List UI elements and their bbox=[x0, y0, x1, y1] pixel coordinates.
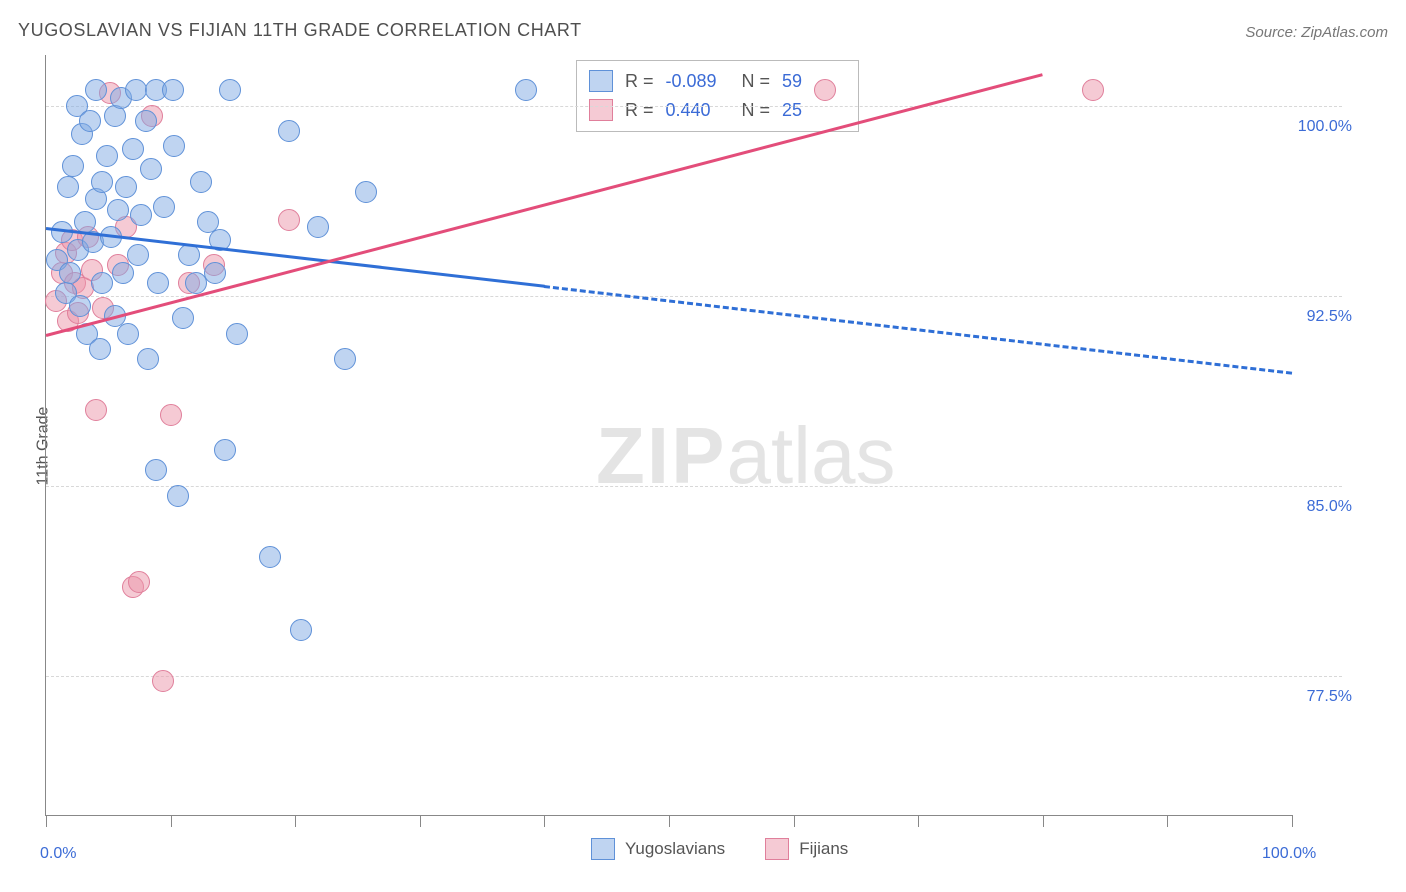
x-tick-label: 100.0% bbox=[1262, 845, 1316, 863]
fijians-point bbox=[1082, 79, 1104, 101]
yugoslavians-point bbox=[96, 145, 118, 167]
yugoslavians-point bbox=[91, 171, 113, 193]
gridline bbox=[46, 296, 1342, 297]
yugoslavians-point bbox=[89, 338, 111, 360]
yugoslavians-point bbox=[127, 244, 149, 266]
yugoslavians-point bbox=[214, 439, 236, 461]
yugoslavians-point bbox=[190, 171, 212, 193]
yugoslavians-point bbox=[69, 295, 91, 317]
yugoslavians-point bbox=[162, 79, 184, 101]
legend-swatch bbox=[589, 70, 613, 92]
legend-n-label: N = bbox=[742, 67, 771, 96]
legend-row-fijians: R = 0.440 N = 25 bbox=[589, 96, 846, 125]
gridline bbox=[46, 676, 1342, 677]
x-tick bbox=[1167, 815, 1168, 827]
yugoslavians-point bbox=[147, 272, 169, 294]
legend-item-fijians: Fijians bbox=[765, 838, 848, 860]
x-tick-label: 0.0% bbox=[40, 845, 76, 863]
yugoslavians-point bbox=[334, 348, 356, 370]
yugoslavians-point bbox=[226, 323, 248, 345]
yugoslavians-point bbox=[135, 110, 157, 132]
yugoslavians-point bbox=[115, 176, 137, 198]
y-tick-label: 100.0% bbox=[1298, 118, 1352, 136]
legend-swatch bbox=[591, 838, 615, 860]
gridline bbox=[46, 486, 1342, 487]
yugoslavians-point bbox=[259, 546, 281, 568]
yugoslavians-point bbox=[79, 110, 101, 132]
fijians-point bbox=[85, 399, 107, 421]
x-tick bbox=[46, 815, 47, 827]
source-label: Source: ZipAtlas.com bbox=[1245, 24, 1388, 41]
legend-label: Yugoslavians bbox=[625, 839, 725, 859]
legend-n-label: N = bbox=[742, 96, 771, 125]
yugoslavians-point bbox=[125, 79, 147, 101]
yugoslavians-point bbox=[137, 348, 159, 370]
legend-swatch bbox=[765, 838, 789, 860]
x-tick bbox=[1292, 815, 1293, 827]
yugoslavians-point bbox=[355, 181, 377, 203]
yugoslavians-point bbox=[130, 204, 152, 226]
x-tick bbox=[669, 815, 670, 827]
legend-row-yugoslavians: R =-0.089N =59 bbox=[589, 67, 846, 96]
x-tick bbox=[544, 815, 545, 827]
yugoslavians-point bbox=[515, 79, 537, 101]
yugoslavians-point bbox=[185, 272, 207, 294]
legend-item-yugoslavians: Yugoslavians bbox=[591, 838, 725, 860]
yugoslavians-point bbox=[219, 79, 241, 101]
yugoslavians-point bbox=[117, 323, 139, 345]
yugoslavians-point bbox=[204, 262, 226, 284]
fijians-point bbox=[814, 79, 836, 101]
x-tick bbox=[918, 815, 919, 827]
x-tick bbox=[420, 815, 421, 827]
yugoslavians-point bbox=[59, 262, 81, 284]
watermark: ZIPatlas bbox=[596, 410, 895, 502]
x-tick bbox=[1043, 815, 1044, 827]
fijians-point bbox=[152, 670, 174, 692]
legend-swatch bbox=[589, 99, 613, 121]
x-tick bbox=[295, 815, 296, 827]
legend-r-value: -0.089 bbox=[666, 67, 730, 96]
yugoslavians-point bbox=[122, 138, 144, 160]
legend-r-label: R = bbox=[625, 96, 654, 125]
legend-n-value: 25 bbox=[782, 96, 846, 125]
yugoslavians-trendline-extrapolated bbox=[544, 285, 1292, 375]
series-legend: Yugoslavians Fijians bbox=[591, 838, 848, 860]
chart-title: YUGOSLAVIAN VS FIJIAN 11TH GRADE CORRELA… bbox=[18, 20, 582, 41]
yugoslavians-point bbox=[107, 199, 129, 221]
yugoslavians-point bbox=[307, 216, 329, 238]
gridline bbox=[46, 106, 1342, 107]
yugoslavians-point bbox=[145, 459, 167, 481]
yugoslavians-point bbox=[163, 135, 185, 157]
yugoslavians-point bbox=[57, 176, 79, 198]
y-tick-label: 85.0% bbox=[1307, 498, 1352, 516]
legend-r-value: 0.440 bbox=[666, 96, 730, 125]
yugoslavians-point bbox=[91, 272, 113, 294]
x-tick bbox=[171, 815, 172, 827]
scatter-plot: ZIPatlas R =-0.089N =59R =0.440N =25 Yug… bbox=[45, 55, 1292, 816]
yugoslavians-point bbox=[62, 155, 84, 177]
yugoslavians-point bbox=[278, 120, 300, 142]
yugoslavians-point bbox=[167, 485, 189, 507]
yugoslavians-point bbox=[153, 196, 175, 218]
fijians-trendline bbox=[46, 73, 1044, 337]
legend-r-label: R = bbox=[625, 67, 654, 96]
fijians-point bbox=[160, 404, 182, 426]
yugoslavians-point bbox=[85, 79, 107, 101]
legend-label: Fijians bbox=[799, 839, 848, 859]
yugoslavians-point bbox=[112, 262, 134, 284]
y-tick-label: 77.5% bbox=[1307, 688, 1352, 706]
yugoslavians-point bbox=[172, 307, 194, 329]
fijians-point bbox=[128, 571, 150, 593]
fijians-point bbox=[278, 209, 300, 231]
y-tick-label: 92.5% bbox=[1307, 308, 1352, 326]
yugoslavians-point bbox=[290, 619, 312, 641]
yugoslavians-point bbox=[140, 158, 162, 180]
x-tick bbox=[794, 815, 795, 827]
